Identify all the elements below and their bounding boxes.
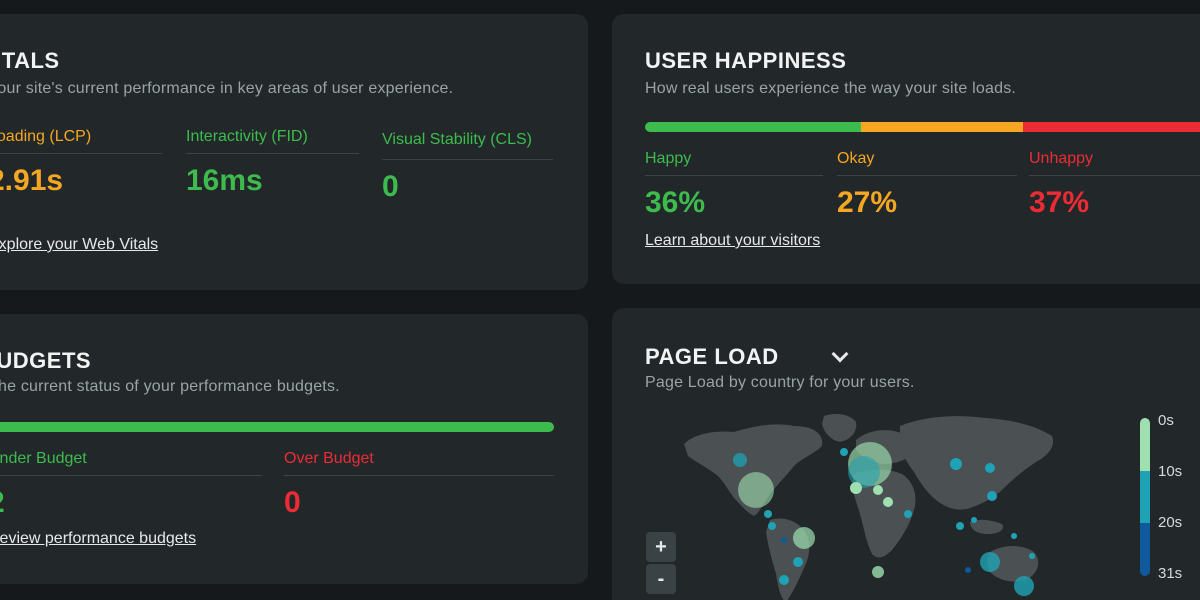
map-marker — [781, 537, 787, 543]
happy-label: Happy — [645, 148, 823, 176]
unhappy-label: Unhappy — [1029, 148, 1200, 176]
map-marker — [883, 497, 893, 507]
happiness-subtitle: How real users experience the way your s… — [645, 80, 1017, 97]
map-marker — [764, 510, 772, 518]
map-marker — [850, 482, 862, 494]
map-marker — [1014, 576, 1034, 596]
map-marker — [904, 510, 912, 518]
over-budget-value: 0 — [284, 486, 301, 519]
map-marker — [768, 522, 776, 530]
legend-segment-slow — [1140, 523, 1150, 576]
metric-fid-label: Interactivity (FID) — [186, 126, 359, 154]
legend-tick-20: 20s — [1158, 514, 1183, 531]
happy-value: 36% — [645, 186, 706, 219]
africa-shape — [852, 469, 916, 558]
vitals-card: VITALS Your site's current performance i… — [0, 14, 588, 290]
australia-shape — [987, 546, 1039, 582]
world-map[interactable] — [674, 404, 1064, 600]
review-budgets-link[interactable]: Review performance budgets — [0, 530, 197, 547]
map-marker — [840, 448, 848, 456]
map-marker — [779, 575, 789, 585]
happy-metric: Happy 36% — [645, 148, 823, 220]
under-budget-value: 2 — [0, 486, 262, 520]
unhappy-value: 37% — [1029, 186, 1090, 219]
map-marker — [873, 485, 883, 495]
metric-cls: Visual Stability (CLS) 0 — [382, 126, 553, 204]
metric-fid-value: 16ms — [186, 164, 263, 197]
okay-segment — [861, 122, 1023, 132]
zoom-in-button[interactable]: + — [646, 532, 676, 562]
map-marker — [985, 463, 995, 473]
budget-bar — [0, 422, 554, 432]
metric-lcp: Loading (LCP) 2.91s — [0, 126, 162, 198]
under-budget-label: Under Budget — [0, 448, 262, 476]
greenland-shape — [822, 414, 857, 442]
explore-web-vitals-link[interactable]: Explore your Web Vitals — [0, 236, 159, 253]
map-landmass — [684, 414, 1054, 600]
user-happiness-card: USER HAPPINESS How real users experience… — [612, 14, 1200, 284]
under-budget-metric: Under Budget 2 — [0, 448, 262, 520]
legend-tick-10: 10s — [1158, 463, 1183, 480]
okay-value: 27% — [837, 186, 898, 219]
metric-cls-value: 0 — [382, 170, 399, 203]
happiness-title: USER HAPPINESS — [645, 48, 847, 73]
indonesia-shape — [970, 519, 1004, 534]
unhappy-metric: Unhappy 37% — [1029, 148, 1200, 220]
map-marker — [793, 557, 803, 567]
legend-segment-medium — [1140, 470, 1150, 524]
map-marker — [872, 566, 884, 578]
over-budget-metric: Over Budget 0 — [284, 448, 554, 520]
budgets-title: BUDGETS — [0, 348, 92, 373]
zoom-out-button[interactable]: - — [646, 564, 676, 594]
metric-cls-label: Visual Stability (CLS) — [382, 126, 553, 160]
map-marker — [987, 491, 997, 501]
map-marker — [980, 552, 1000, 572]
map-marker — [733, 453, 747, 467]
budgets-card: BUDGETS The current status of your perfo… — [0, 314, 588, 584]
okay-metric: Okay 27% — [837, 148, 1017, 220]
asia-shape — [900, 416, 1054, 510]
load-time-legend-bar — [1140, 418, 1150, 576]
map-marker — [793, 527, 815, 549]
map-marker — [950, 458, 962, 470]
metric-lcp-label: Loading (LCP) — [0, 126, 162, 154]
happiness-bar — [645, 122, 1200, 132]
north-america-shape — [684, 424, 823, 516]
chevron-down-icon[interactable] — [831, 345, 849, 363]
metric-fid: Interactivity (FID) 16ms — [186, 126, 359, 198]
map-marker — [1011, 533, 1017, 539]
metric-lcp-value: 2.91s — [0, 164, 64, 197]
map-marker — [738, 472, 774, 508]
map-marker — [965, 567, 971, 573]
pageload-subtitle: Page Load by country for your users. — [645, 374, 915, 391]
map-marker — [971, 517, 977, 523]
learn-about-visitors-link[interactable]: Learn about your visitors — [645, 232, 821, 249]
map-marker — [848, 456, 880, 488]
legend-segment-fast — [1140, 418, 1150, 471]
okay-label: Okay — [837, 148, 1017, 176]
vitals-subtitle: Your site's current performance in key a… — [0, 80, 454, 97]
unhappy-segment — [1023, 122, 1200, 132]
page-load-card: PAGE LOAD Page Load by country for your … — [612, 308, 1200, 600]
budgets-subtitle: The current status of your performance b… — [0, 378, 340, 395]
map-markers — [733, 442, 1035, 596]
over-budget-label: Over Budget — [284, 448, 554, 476]
happy-segment — [645, 122, 861, 132]
vitals-title: VITALS — [0, 48, 60, 73]
pageload-title: PAGE LOAD — [645, 344, 779, 369]
legend-tick-31: 31s — [1158, 565, 1183, 582]
legend-tick-0: 0s — [1158, 412, 1174, 429]
map-marker — [956, 522, 964, 530]
map-marker — [1029, 553, 1035, 559]
